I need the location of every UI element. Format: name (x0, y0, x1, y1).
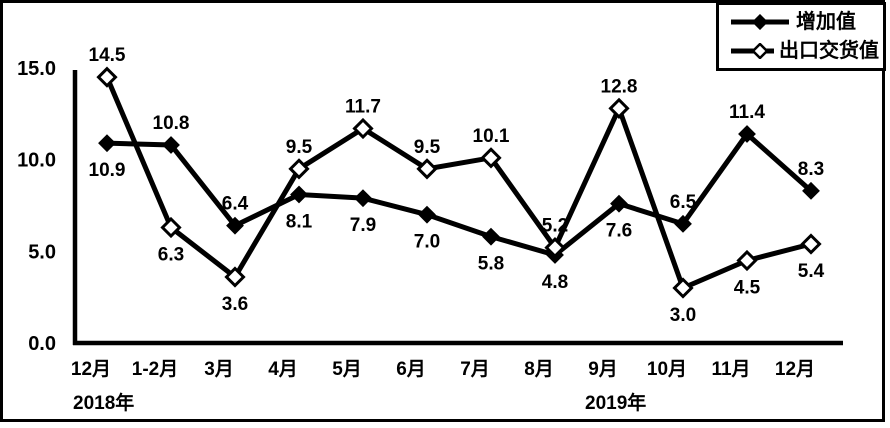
data-point-marker (290, 185, 308, 204)
x-tick-label: 9月 (588, 359, 618, 380)
data-point-marker (482, 227, 500, 246)
data-label: 4.5 (734, 278, 761, 299)
x-tick-label: 8月 (524, 359, 554, 380)
year-label: 2018年 (73, 391, 134, 414)
x-tick-label: 12月 (775, 359, 815, 380)
x-tick-label: 6月 (396, 359, 426, 380)
data-point-marker (416, 158, 438, 180)
x-tick-label: 10月 (647, 359, 687, 380)
data-label: 10.9 (89, 160, 126, 181)
data-label: 10.8 (153, 113, 190, 134)
y-tick-label: 5.0 (28, 241, 56, 263)
data-label: 5.8 (478, 254, 504, 275)
data-point-marker (96, 66, 118, 88)
x-tick-label: 1-2月 (132, 359, 178, 380)
data-label: 12.8 (601, 76, 638, 97)
x-tick-label: 7月 (460, 359, 490, 380)
x-tick-label: 5月 (332, 359, 362, 380)
x-tick-label: 11月 (711, 359, 750, 380)
data-point-marker (802, 181, 820, 200)
data-point-marker (674, 214, 692, 233)
data-point-marker (226, 216, 244, 235)
data-label: 3.0 (670, 305, 696, 326)
data-label: 7.0 (414, 232, 440, 253)
legend-item-export-delivery: 出口交货值 (729, 41, 879, 61)
series-line-0 (106, 130, 813, 258)
data-label: 11.7 (345, 97, 381, 118)
data-label: 7.6 (606, 221, 632, 242)
data-label: 4.8 (542, 272, 568, 293)
data-label: 5.2 (542, 216, 568, 237)
legend: 增加值 出口交货值 (716, 2, 886, 71)
data-point-marker (98, 134, 116, 153)
data-label: 6.3 (158, 245, 184, 266)
data-label: 9.5 (414, 137, 441, 158)
x-tick-label: 3月 (204, 359, 234, 380)
data-label: 5.4 (798, 261, 825, 282)
y-tick-label: 15.0 (17, 58, 56, 80)
y-tick-label: 10.0 (17, 150, 56, 172)
data-label: 11.4 (729, 102, 765, 123)
data-label: 9.5 (286, 137, 313, 158)
data-point-marker (224, 266, 246, 288)
filled-diamond-line-icon (731, 14, 789, 30)
data-label: 10.1 (473, 126, 510, 147)
data-label: 14.5 (89, 45, 126, 66)
data-label: 6.4 (222, 194, 249, 215)
data-point-marker (162, 136, 180, 154)
data-point-marker (544, 237, 566, 259)
data-label: 6.5 (670, 192, 697, 213)
data-point-marker (800, 233, 822, 255)
hollow-diamond-line-icon (731, 43, 774, 59)
legend-label-value-added: 增加值 (796, 11, 856, 33)
data-point-marker (608, 97, 630, 119)
y-tick-label: 0.0 (28, 333, 56, 355)
data-point-marker (288, 158, 310, 180)
data-point-marker (354, 189, 372, 208)
x-tick-label: 4月 (268, 359, 298, 380)
series-line-1 (104, 76, 812, 292)
x-tick-label: 12月 (71, 359, 111, 380)
data-point-marker (418, 205, 436, 224)
data-point-marker (736, 249, 758, 272)
data-point-marker (160, 216, 182, 239)
data-point-marker (352, 117, 374, 140)
data-label: 8.1 (286, 212, 313, 233)
legend-item-value-added: 增加值 (729, 12, 879, 32)
data-label: 3.6 (222, 294, 248, 315)
data-label: 8.3 (798, 159, 824, 180)
data-label: 7.9 (350, 215, 376, 236)
data-point-marker (610, 194, 628, 213)
data-point-marker (738, 125, 756, 143)
data-point-marker (480, 147, 502, 169)
data-point-marker (672, 277, 694, 299)
legend-label-export-delivery: 出口交货值 (779, 40, 879, 62)
year-label: 2019年 (585, 391, 646, 414)
